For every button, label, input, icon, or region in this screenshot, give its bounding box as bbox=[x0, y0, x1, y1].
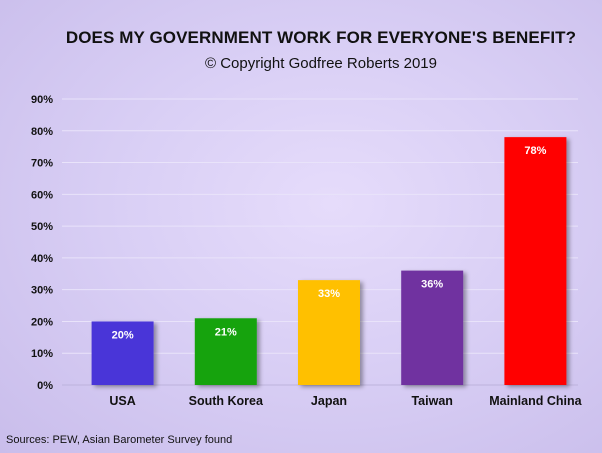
y-tick-label: 20% bbox=[31, 316, 53, 328]
y-tick-label: 80% bbox=[31, 126, 53, 138]
y-tick-label: 40% bbox=[31, 253, 53, 265]
data-label: 21% bbox=[215, 326, 237, 338]
source-note: Sources: PEW, Asian Barometer Survey fou… bbox=[6, 434, 233, 446]
y-tick-label: 10% bbox=[31, 348, 53, 360]
bar-mainland-china bbox=[504, 137, 567, 385]
bar-japan bbox=[298, 280, 360, 385]
bar-south-korea bbox=[194, 318, 257, 385]
y-tick-label: 0% bbox=[37, 380, 53, 392]
y-tick-label: 70% bbox=[31, 158, 53, 170]
y-tick-label: 60% bbox=[31, 189, 53, 201]
data-label: 33% bbox=[318, 288, 340, 300]
x-tick-label: USA bbox=[109, 394, 135, 408]
x-tick-label: Japan bbox=[311, 394, 347, 408]
y-tick-label: 50% bbox=[31, 221, 53, 233]
x-tick-label: Taiwan bbox=[411, 394, 452, 408]
data-label: 20% bbox=[112, 329, 134, 341]
y-tick-label: 30% bbox=[31, 285, 53, 297]
y-tick-label: 90% bbox=[31, 94, 53, 106]
bar-usa bbox=[91, 321, 154, 385]
x-tick-label: Mainland China bbox=[489, 394, 582, 408]
data-label: 36% bbox=[421, 279, 443, 291]
bar-taiwan bbox=[401, 270, 464, 385]
x-tick-label: South Korea bbox=[189, 394, 264, 408]
data-label: 78% bbox=[524, 145, 546, 157]
chart-subtitle: © Copyright Godfree Roberts 2019 bbox=[204, 55, 437, 72]
chart-title: DOES MY GOVERNMENT WORK FOR EVERYONE'S B… bbox=[65, 28, 577, 47]
